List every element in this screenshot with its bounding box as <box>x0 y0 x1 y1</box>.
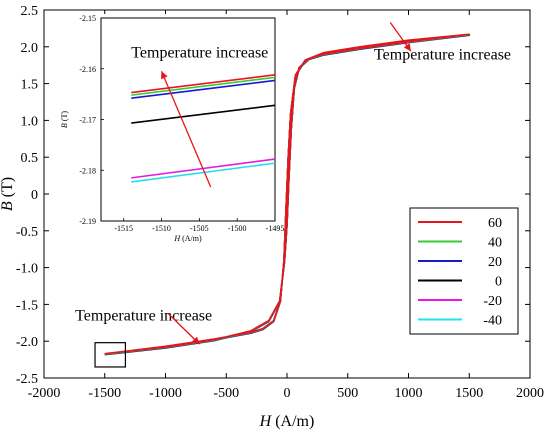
temperature-arrow-head <box>191 336 200 345</box>
main-x-axis-symbol: H <box>259 413 273 430</box>
inset-y-ticks: -2.19 -2.18 -2.17 -2.16 -2.15 <box>79 14 104 226</box>
main-y-tick-label: 0.5 <box>21 151 39 166</box>
main-plot: -2000 -1500 -1000 -500 0 500 1000 1500 2000 -2.5… <box>0 4 544 430</box>
main-x-tick-label: 2000 <box>516 386 544 401</box>
inset-annotations: Temperature increase <box>131 45 268 188</box>
inset-y-tick-label: -2.19 <box>79 217 96 226</box>
inset-x-tick-label: -1510 <box>152 224 171 233</box>
inset-y-tick-label: -2.18 <box>79 166 96 175</box>
inset-x-ticks: -1515 -1510 -1505 -1500 -1495 <box>114 218 284 233</box>
inset-x-tick-label: -1505 <box>190 224 209 233</box>
inset-series-line-0 <box>131 104 276 124</box>
main-x-tick-label: 500 <box>337 386 358 401</box>
inset-y-tick-label: -2.15 <box>79 14 96 23</box>
main-x-ticks: -2000 -1500 -1000 -500 0 500 1000 1500 2000 <box>28 10 544 401</box>
series-loop-60 <box>104 33 471 355</box>
main-y-tick-label: 2.0 <box>21 41 39 56</box>
legend-label-0: 0 <box>495 275 502 290</box>
main-y-tick-label: 0 <box>31 188 38 203</box>
inset-series-line-20 <box>131 79 276 99</box>
main-y-tick-label: -1.5 <box>16 298 38 313</box>
inset-x-tick-label: -1495 <box>266 224 285 233</box>
inset-plot: -1515 -1510 -1505 -1500 -1495 -2.19-2.18-2.1… <box>59 14 284 251</box>
main-x-tick-label: -1000 <box>149 386 182 401</box>
inset-plot-background <box>59 14 281 251</box>
legend-label-60: 60 <box>488 216 502 231</box>
main-y-ticks: -2.5 -2.0 -1.5 -1.0 -0.5 0 0.5 1.0 1.5 2.0 2.5 <box>16 4 530 387</box>
main-x-axis-unit: (A/m) <box>271 413 314 430</box>
inset-series-line-40 <box>131 76 276 96</box>
zoom-region-box <box>94 342 127 368</box>
main-y-tick-label: -2.5 <box>16 372 38 387</box>
main-y-tick-label: 1.5 <box>21 78 39 93</box>
inset-y-tick-label: -2.17 <box>79 116 96 125</box>
inset-y-axis-unit: (T) <box>60 111 69 124</box>
main-series-group <box>104 33 471 356</box>
inset-y-axis-label: B (T) <box>60 111 69 128</box>
main-x-axis-label: H (A/m) <box>259 413 315 430</box>
inset-temperature-arrow-head <box>160 71 168 80</box>
legend-label--20: -20 <box>483 294 502 309</box>
legend-label-40: 40 <box>488 236 502 251</box>
inset-temperature-increase-annotation: Temperature increase <box>131 45 268 62</box>
main-y-axis-label: B (T) <box>0 177 16 211</box>
inset-series-line--40 <box>131 162 276 183</box>
legend: 60 40 20 0 -20 -40 <box>409 207 519 335</box>
inset-x-tick-label: -1500 <box>228 224 247 233</box>
legend-frame <box>409 207 519 335</box>
main-x-tick-label: -1500 <box>88 386 121 401</box>
temperature-increase-annotation: Temperature increase <box>75 308 212 325</box>
main-y-tick-label: 1.0 <box>21 114 39 129</box>
legend-label--40: -40 <box>483 314 502 329</box>
main-x-tick-label: 1000 <box>395 386 423 401</box>
main-y-axis-unit: (T) <box>0 177 16 201</box>
inset-x-tick-label: -1515 <box>114 224 133 233</box>
main-annotations: Temperature increase Temperature increase <box>75 22 511 345</box>
legend-label-20: 20 <box>488 255 502 270</box>
main-y-axis-symbol: B <box>0 201 16 211</box>
main-x-tick-label: -2000 <box>28 386 61 401</box>
inset-y-tick-label: -2.16 <box>79 65 96 74</box>
inset-y-axis-symbol: B <box>60 123 69 128</box>
main-x-tick-label: 1500 <box>455 386 483 401</box>
main-y-tick-label: -1.0 <box>16 262 38 277</box>
temperature-arrow-head <box>403 43 411 52</box>
main-x-tick-label: 0 <box>284 386 291 401</box>
main-x-tick-label: -500 <box>213 386 239 401</box>
main-y-tick-label: -0.5 <box>16 225 38 240</box>
temperature-increase-annotation: Temperature increase <box>374 46 511 63</box>
inset-temperature-arrow-shaft <box>160 71 212 188</box>
legend-items: 60 40 20 0 -20 -40 <box>418 216 502 329</box>
main-y-tick-label: 2.5 <box>21 4 39 19</box>
inset-series-line-60 <box>131 74 276 94</box>
inset-x-axis-label: H (A/m) <box>173 234 202 243</box>
inset-x-axis-unit: (A/m) <box>180 234 202 243</box>
main-y-tick-label: -2.0 <box>16 335 38 350</box>
inset-x-axis-symbol: H <box>173 234 181 243</box>
temperature-arrow-shaft <box>167 312 200 345</box>
